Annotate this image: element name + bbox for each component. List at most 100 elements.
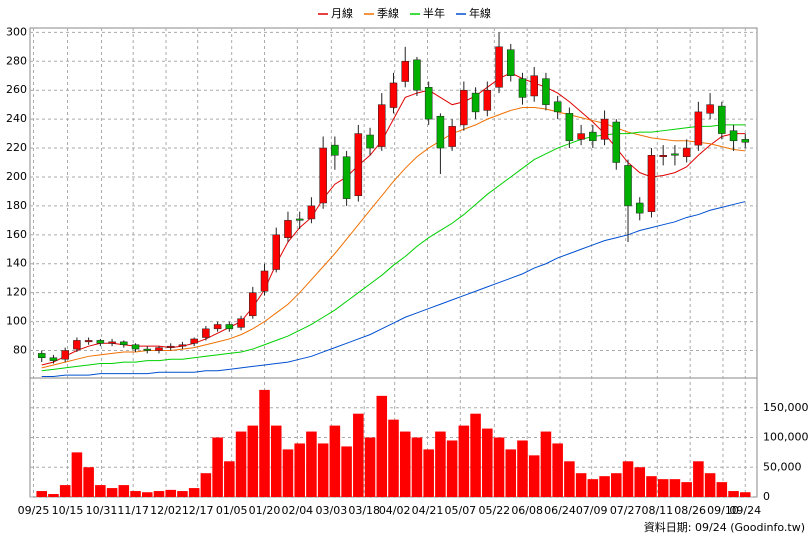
legend-label: 季線 xyxy=(377,6,399,20)
candle-body xyxy=(331,144,339,156)
candle-body xyxy=(448,126,456,147)
candle-body xyxy=(530,75,538,97)
x-tick-label: 06/24 xyxy=(544,504,576,517)
candle-body xyxy=(237,318,245,328)
volume-bar xyxy=(141,492,153,497)
volume-bar xyxy=(259,389,270,497)
volume-bar xyxy=(353,413,364,497)
volume-bar xyxy=(388,419,399,497)
volume-bar xyxy=(200,473,212,497)
candle-body xyxy=(565,113,574,142)
volume-bar xyxy=(517,440,528,497)
x-tick-label: 09/24 xyxy=(729,504,761,517)
candle-body xyxy=(84,340,93,343)
x-tick-label: 04/21 xyxy=(412,504,444,517)
candle-body xyxy=(213,324,222,330)
candle-body xyxy=(635,202,644,214)
candle-body xyxy=(612,121,621,163)
volume-bar xyxy=(599,476,610,497)
y-tick-label: 80 xyxy=(13,344,27,357)
y-tick-label: 200 xyxy=(6,170,27,183)
candle-body xyxy=(647,155,656,212)
candle-body xyxy=(424,87,433,120)
volume-bar xyxy=(540,431,552,497)
x-tick-label: 10/31 xyxy=(86,504,118,517)
candle-body xyxy=(624,165,632,207)
volume-bar xyxy=(153,491,165,497)
candle-body xyxy=(61,350,69,360)
volume-bar xyxy=(83,467,94,497)
volume-bar xyxy=(341,446,352,497)
x-tick-label: 01/05 xyxy=(216,504,248,517)
x-tick-label: 07/27 xyxy=(610,504,642,517)
candle-body xyxy=(131,344,140,350)
candle-body xyxy=(49,357,58,361)
candle-body xyxy=(659,155,667,157)
x-tick-label: 02/04 xyxy=(281,504,313,517)
candle-body xyxy=(718,105,726,134)
volume-bar xyxy=(212,437,223,497)
x-tick-label: 10/15 xyxy=(52,504,84,517)
volume-bar xyxy=(376,395,388,497)
candle-body xyxy=(319,147,327,204)
candle-body xyxy=(413,59,421,91)
volume-bar xyxy=(188,488,200,497)
candle-body xyxy=(729,130,738,142)
x-tick-label: 04/02 xyxy=(379,504,411,517)
candle-body xyxy=(741,139,750,143)
volume-bar xyxy=(71,452,83,497)
candle-body xyxy=(225,324,234,330)
candle-body xyxy=(108,341,116,344)
x-tick-label: 06/08 xyxy=(511,504,543,517)
volume-bar xyxy=(435,431,446,497)
candle-body xyxy=(436,115,445,149)
candle-body xyxy=(506,49,515,76)
volume-bar xyxy=(282,449,294,497)
volume-bar xyxy=(130,491,141,497)
candle-body xyxy=(378,104,386,147)
candle-body xyxy=(96,340,105,344)
legend-label: 年線 xyxy=(469,6,491,20)
candle-body xyxy=(682,147,691,157)
volume-bar xyxy=(693,461,704,497)
candle-body xyxy=(120,341,128,345)
y-tick-label: 180 xyxy=(6,199,27,212)
volume-bar xyxy=(329,425,341,497)
candle-body xyxy=(272,234,281,270)
legend-label: 半年 xyxy=(423,6,445,20)
candle-body xyxy=(577,133,585,140)
volume-bar xyxy=(306,431,317,497)
volume-bar xyxy=(470,413,481,497)
y-tick-label: 220 xyxy=(6,141,27,154)
footer: 資料日期: 09/24 (Goodinfo.tw) xyxy=(644,520,805,534)
volume-bar xyxy=(611,473,622,497)
candle-body xyxy=(706,104,714,114)
volume-bar xyxy=(48,494,59,497)
candle-body xyxy=(260,270,269,292)
candle-body xyxy=(589,131,597,142)
volume-bar xyxy=(458,425,470,497)
volume-bar xyxy=(704,473,716,497)
volume-bar xyxy=(739,492,751,497)
x-tick-label: 07/09 xyxy=(576,504,608,517)
candle-body xyxy=(401,61,409,82)
volume-bar xyxy=(95,485,106,497)
volume-bar xyxy=(317,443,329,497)
candle-body xyxy=(143,348,152,351)
volume-bar xyxy=(165,489,176,497)
volume-bar xyxy=(528,455,540,497)
y-tick-label: 100 xyxy=(6,315,27,328)
candle-body xyxy=(249,292,257,317)
volume-bar xyxy=(364,437,376,497)
volume-bar xyxy=(411,437,423,497)
volume-bar xyxy=(177,491,188,497)
candle-body xyxy=(37,353,46,359)
volume-bar xyxy=(622,461,634,497)
y-tick-label: 50,000 xyxy=(763,460,802,473)
x-tick-label: 11/17 xyxy=(117,504,149,517)
y-tick-label: 280 xyxy=(6,54,27,67)
volume-bar xyxy=(118,485,130,497)
x-tick-label: 12/17 xyxy=(182,504,214,517)
y-tick-label: 120 xyxy=(6,286,27,299)
candle-body xyxy=(366,134,374,149)
